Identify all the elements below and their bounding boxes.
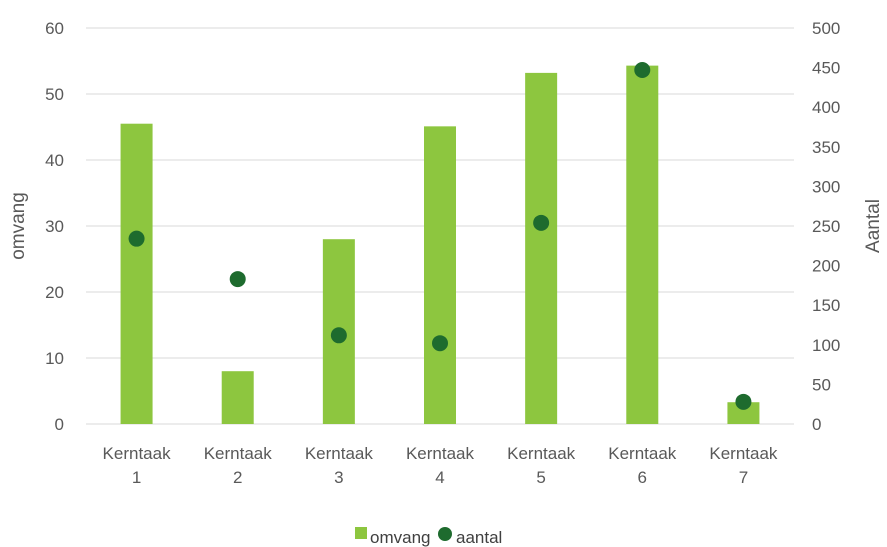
y-tick-label: 30 [45,217,64,236]
y-axis-title-right: Aantal [863,199,884,253]
point-aantal [128,230,145,247]
y-axis-title-left: omvang [8,192,29,260]
bar-omvang [424,126,456,424]
x-category-label: Kerntaak [406,444,475,463]
bar-omvang [221,371,254,424]
x-category-label: 4 [435,468,444,487]
x-category-label: 2 [233,468,242,487]
x-category-label: Kerntaak [608,444,677,463]
x-category-label: 3 [334,468,343,487]
x-category-label: 5 [536,468,545,487]
point-aantal [432,335,448,352]
point-aantal [634,61,651,78]
y2-tick-label: 350 [812,138,840,157]
y2-tick-label: 400 [812,98,840,117]
x-axis-categories: Kerntaak 1 Kerntaak 2 Kerntaak 3 Kerntaak 4 Kern… [103,444,778,487]
bar-omvang [727,402,760,424]
point-aantal [229,271,246,288]
y-tick-label: 10 [45,349,64,368]
y-axis-left: 0 10 20 30 40 50 60 [45,19,64,434]
y-tick-label: 60 [45,19,64,38]
x-category-label: Kerntaak [507,444,576,463]
bar-omvang [626,65,659,425]
y-tick-label: 40 [45,151,64,170]
y-axis-right: 0 50 100 150 200 250 300 350 400 450 500 [812,19,840,434]
bar-omvang [525,72,558,424]
bar-omvang [120,123,153,424]
point-aantal [533,214,550,231]
scatter-series-aantal [128,61,752,410]
y2-tick-label: 250 [812,217,840,236]
x-category-label: 1 [132,468,141,487]
y2-tick-label: 500 [812,19,840,38]
y2-tick-label: 200 [812,257,840,276]
bar-series-omvang [120,65,760,425]
y2-tick-label: 150 [812,296,840,315]
y2-tick-label: 300 [812,177,840,196]
point-aantal [735,393,752,410]
x-category-label: 6 [638,468,647,487]
x-category-label: Kerntaak [305,444,374,463]
x-category-label: 7 [739,468,748,487]
x-category-label: Kerntaak [709,444,778,463]
y2-tick-label: 50 [812,375,831,394]
y2-tick-label: 100 [812,336,840,355]
y-tick-label: 50 [45,85,64,104]
point-aantal [330,327,347,344]
legend: omvang aantal [355,527,502,547]
x-category-label: Kerntaak [103,444,172,463]
x-category-label: Kerntaak [204,444,273,463]
legend-label-omvang: omvang [370,528,430,547]
legend-swatch-aantal [438,527,452,541]
legend-swatch-omvang [355,527,367,539]
y2-tick-label: 0 [812,415,821,434]
y-tick-label: 0 [55,415,64,434]
y-tick-label: 20 [45,283,64,302]
y2-tick-label: 450 [812,59,840,78]
legend-label-aantal: aantal [456,528,502,547]
